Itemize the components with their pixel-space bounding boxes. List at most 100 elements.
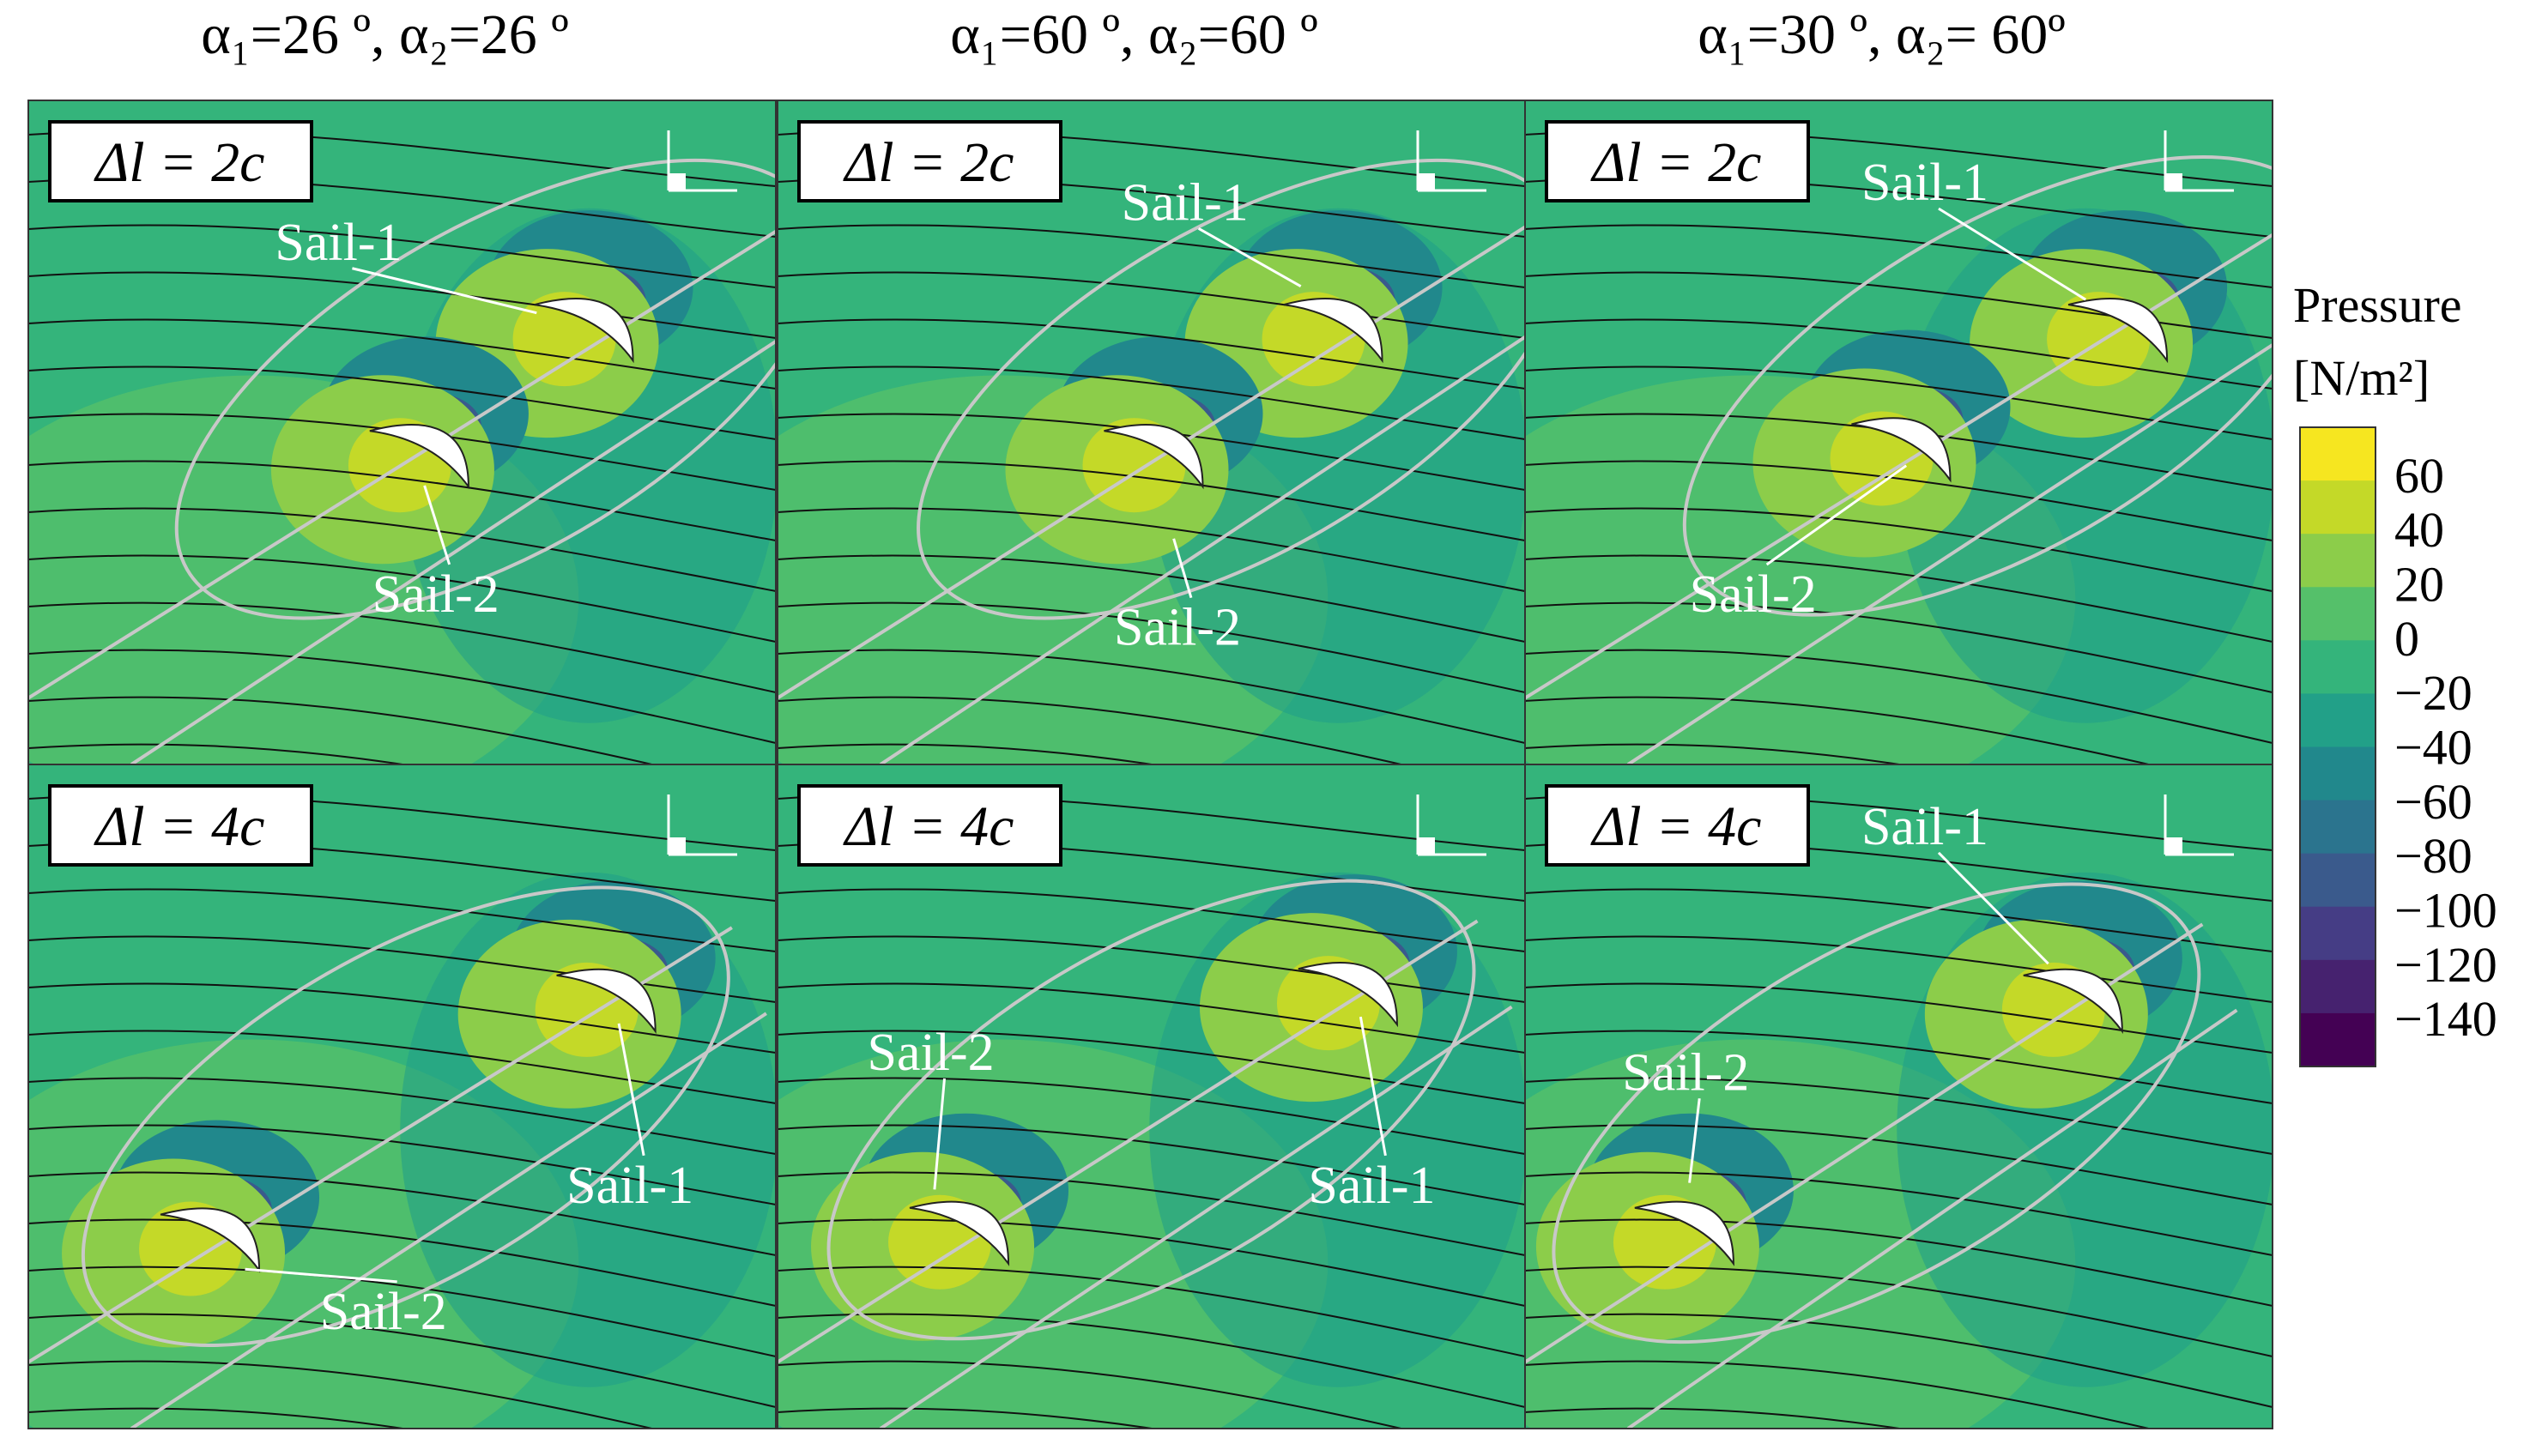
colorbar-band bbox=[2300, 640, 2376, 695]
leader bbox=[245, 1267, 397, 1284]
streamline bbox=[778, 1313, 1525, 1408]
streamline bbox=[28, 696, 657, 764]
leader bbox=[1938, 207, 2087, 301]
leader bbox=[1765, 464, 1908, 566]
sail-shape bbox=[1298, 962, 1398, 1028]
sail-label: Sail-2 bbox=[1622, 1043, 1749, 1102]
streamline bbox=[778, 1077, 1525, 1155]
streamline bbox=[28, 601, 776, 693]
sail-shape bbox=[1104, 424, 1204, 490]
streamline bbox=[778, 1360, 1406, 1429]
streamline bbox=[28, 1171, 776, 1256]
panel-content bbox=[28, 764, 776, 1429]
leader bbox=[617, 1023, 645, 1157]
row-label-box bbox=[1545, 120, 1810, 202]
streamline bbox=[28, 935, 776, 1003]
panel: Δl = 4c Sail-1 Sail-2 bbox=[777, 764, 1526, 1429]
colorbar-band bbox=[2300, 534, 2376, 589]
colorbar-tick-label: 60 bbox=[2394, 448, 2444, 504]
streamline bbox=[1525, 507, 2273, 592]
colorbar-band bbox=[2300, 427, 2376, 482]
streamline bbox=[1525, 888, 2273, 952]
colorbar-band bbox=[2300, 693, 2376, 748]
streamline bbox=[778, 743, 1158, 764]
leader bbox=[1688, 1098, 1701, 1183]
leader bbox=[352, 267, 537, 315]
axis-icon bbox=[669, 837, 686, 855]
streamline bbox=[778, 1171, 1525, 1256]
colorbar-band bbox=[2300, 853, 2376, 908]
streamline bbox=[778, 460, 1525, 541]
streamline bbox=[778, 1407, 1158, 1429]
streamline bbox=[778, 554, 1525, 643]
streamline bbox=[778, 1124, 1525, 1205]
row-label: Δl = 4c bbox=[1590, 795, 1762, 858]
sail-label: Sail-2 bbox=[1114, 599, 1241, 657]
streamline bbox=[778, 1218, 1525, 1307]
panel: Δl = 2c Sail-1 Sail-2 bbox=[1524, 100, 2273, 765]
panel-border bbox=[27, 764, 777, 1429]
colorbar-band bbox=[2300, 587, 2376, 642]
sail-shape bbox=[369, 424, 469, 490]
sail-label: Sail-1 bbox=[1308, 1157, 1435, 1215]
streamline bbox=[778, 649, 1525, 744]
streamline bbox=[28, 224, 776, 288]
streamline bbox=[1525, 935, 2273, 1003]
streamline bbox=[778, 888, 1525, 952]
leader bbox=[933, 1078, 947, 1190]
streamline bbox=[1525, 1313, 2273, 1408]
sail-shape bbox=[1634, 1200, 1734, 1266]
guide bbox=[28, 926, 733, 1364]
colorbar-title: Pressure bbox=[2293, 277, 2462, 333]
panel: Δl = 2c Sail-1 Sail-2 bbox=[777, 100, 1526, 765]
colorbar-band bbox=[2300, 800, 2376, 855]
streamline bbox=[1525, 649, 2273, 744]
streamline bbox=[28, 460, 776, 541]
streamline bbox=[1525, 1360, 2153, 1429]
leader bbox=[1197, 227, 1302, 288]
streamline bbox=[1525, 743, 1905, 764]
sail-shape bbox=[2023, 968, 2123, 1034]
streamline bbox=[28, 982, 776, 1054]
streamline bbox=[1525, 1124, 2273, 1205]
panel-content bbox=[1525, 100, 2273, 764]
row-label-box bbox=[797, 120, 1062, 202]
colorbar-band bbox=[2300, 480, 2376, 535]
streamline bbox=[778, 271, 1525, 339]
streamline bbox=[28, 1313, 776, 1408]
streamline bbox=[28, 271, 776, 339]
row-label-box bbox=[48, 784, 313, 867]
row-label: Δl = 4c bbox=[843, 795, 1014, 858]
sail-label: Sail-1 bbox=[1861, 154, 1988, 212]
streamline bbox=[28, 1077, 776, 1155]
sail-shape bbox=[1283, 298, 1383, 364]
colorbar-tick-label: −80 bbox=[2394, 828, 2472, 884]
colorbar-tick-label: −40 bbox=[2394, 720, 2472, 776]
sail-label: Sail-2 bbox=[868, 1024, 995, 1082]
streamline bbox=[1525, 982, 2273, 1054]
colorbar-band bbox=[2300, 959, 2376, 1014]
guide bbox=[879, 1005, 1513, 1429]
streamline bbox=[28, 366, 776, 440]
sail-label: Sail-1 bbox=[1861, 798, 1988, 856]
sail-shape bbox=[1851, 417, 1952, 483]
panel-content bbox=[778, 100, 1525, 764]
streamline bbox=[778, 982, 1525, 1054]
streamline bbox=[28, 888, 776, 952]
streamline bbox=[1525, 460, 2273, 541]
colorbar-tick-label: −100 bbox=[2394, 882, 2497, 938]
streamline bbox=[28, 1266, 776, 1357]
streamline bbox=[1525, 1407, 1905, 1429]
streamline bbox=[28, 318, 776, 390]
axis-icon bbox=[2165, 173, 2182, 190]
leader bbox=[1937, 851, 2049, 965]
streamline bbox=[1525, 554, 2273, 643]
sail-label: Sail-1 bbox=[1122, 173, 1249, 232]
streamline bbox=[28, 554, 776, 643]
streamline bbox=[778, 224, 1525, 288]
row-label-box bbox=[797, 784, 1062, 867]
guide bbox=[879, 335, 1525, 764]
guide bbox=[917, 158, 1525, 620]
streamline bbox=[778, 1030, 1525, 1104]
